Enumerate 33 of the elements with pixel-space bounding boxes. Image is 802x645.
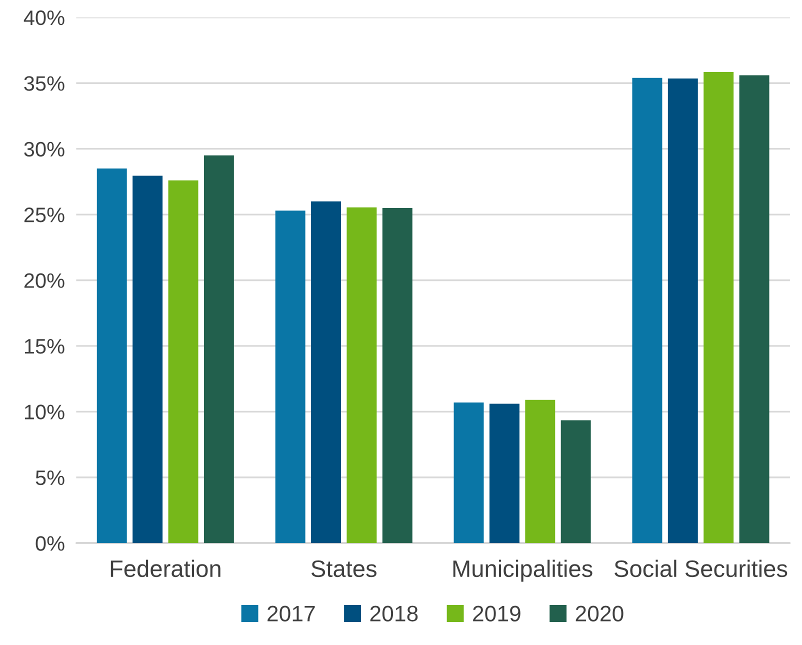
bar [668, 78, 698, 544]
y-tick-label: 40% [24, 10, 64, 26]
legend-label: 2018 [370, 606, 418, 622]
y-tick-label: 10% [24, 404, 64, 420]
bar [132, 176, 163, 544]
y-tick-label: 0% [36, 536, 64, 551]
bar [489, 404, 520, 544]
legend-label: 2019 [473, 606, 520, 622]
x-tick-label: Municipalities [453, 560, 592, 582]
bar [525, 400, 556, 544]
bar [311, 201, 341, 544]
x-tick-label: Federation [110, 560, 220, 578]
x-tick-label: States [311, 560, 376, 578]
bar [632, 78, 662, 544]
bar [560, 420, 591, 544]
bar [204, 155, 234, 544]
y-tick-label: 25% [24, 208, 64, 222]
x-tick-label: Social Securities [614, 560, 788, 578]
bar [168, 180, 198, 544]
bar [382, 208, 412, 544]
bar [454, 402, 484, 544]
legend-label: 2017 [268, 606, 315, 622]
bar [704, 72, 734, 544]
bar [739, 75, 770, 544]
y-tick-label: 20% [24, 273, 64, 288]
bar [275, 210, 306, 544]
y-tick-label: 15% [24, 339, 64, 354]
y-tick-label: 35% [24, 76, 64, 91]
bar [346, 207, 377, 544]
y-tick-label: 5% [36, 470, 64, 486]
legend-label: 2020 [576, 606, 624, 622]
y-tick-label: 30% [24, 142, 64, 157]
bar [96, 168, 127, 544]
